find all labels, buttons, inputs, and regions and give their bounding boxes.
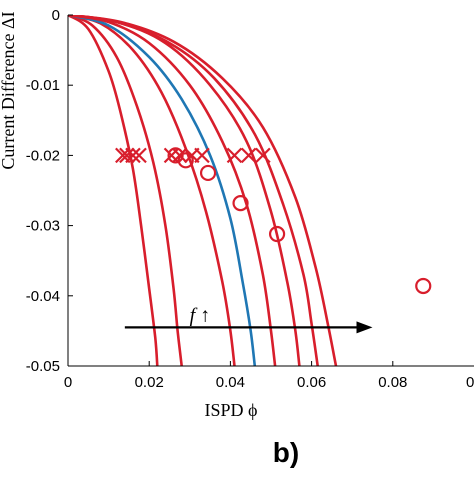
series-line-2 bbox=[68, 15, 183, 366]
y-tick-label: -0.02 bbox=[26, 147, 60, 164]
x-axis-label: ISPD ϕ bbox=[205, 400, 258, 420]
series-line-7 bbox=[68, 15, 319, 366]
y-tick-label: 0 bbox=[52, 7, 60, 24]
x-tick-label: 0 bbox=[64, 374, 72, 391]
series-layer bbox=[68, 15, 338, 366]
y-tick-label: -0.04 bbox=[26, 288, 60, 305]
series-line-8 bbox=[68, 15, 338, 366]
y-tick-label: -0.05 bbox=[26, 358, 60, 375]
annotation-arrowhead bbox=[356, 321, 373, 334]
x-marker-stroke-b bbox=[119, 147, 135, 164]
circle-marker bbox=[177, 152, 194, 169]
annotation-layer: f ↑ bbox=[124, 304, 373, 334]
x-marker-stroke-b bbox=[226, 147, 243, 164]
series-line-5 bbox=[68, 15, 277, 366]
series-line-1 bbox=[68, 15, 159, 366]
annotation-label: f ↑ bbox=[190, 304, 211, 326]
x-marker bbox=[226, 147, 243, 164]
circle-marker bbox=[199, 164, 217, 182]
x-tick-label: 0.04 bbox=[216, 374, 245, 391]
x-marker-stroke-b bbox=[255, 147, 271, 164]
x-tick-label: 0 bbox=[466, 374, 474, 391]
x-marker bbox=[125, 147, 141, 164]
x-marker bbox=[240, 147, 257, 164]
y-tick-label: -0.03 bbox=[26, 218, 60, 235]
series-line-4 bbox=[68, 15, 257, 366]
x-marker-stroke-b bbox=[131, 147, 147, 164]
x-marker bbox=[194, 147, 210, 164]
circle-marker bbox=[167, 147, 184, 164]
circle-marker bbox=[415, 277, 432, 295]
circle-marker bbox=[268, 225, 286, 243]
y-tick-label: -0.01 bbox=[26, 77, 60, 94]
x-marker bbox=[255, 147, 271, 164]
y-axis-label: Current Difference ΔI bbox=[0, 11, 18, 169]
series-line-6 bbox=[68, 15, 301, 366]
markers-layer bbox=[115, 147, 432, 295]
circle-marker bbox=[232, 195, 249, 212]
x-marker-stroke-b bbox=[240, 147, 257, 164]
x-marker bbox=[131, 147, 147, 164]
x-marker bbox=[119, 147, 135, 164]
x-marker-stroke-b bbox=[194, 147, 210, 164]
axes-layer: 0-0.01-0.02-0.03-0.04-0.050 0.02 0.04 0.06 0… bbox=[26, 7, 474, 391]
x-tick-label: 0.08 bbox=[378, 374, 407, 391]
panel-label: b) bbox=[273, 437, 299, 468]
x-tick-label: 0.02 bbox=[135, 374, 164, 391]
x-marker-stroke-b bbox=[125, 147, 141, 164]
x-tick-label: 0.06 bbox=[297, 374, 326, 391]
